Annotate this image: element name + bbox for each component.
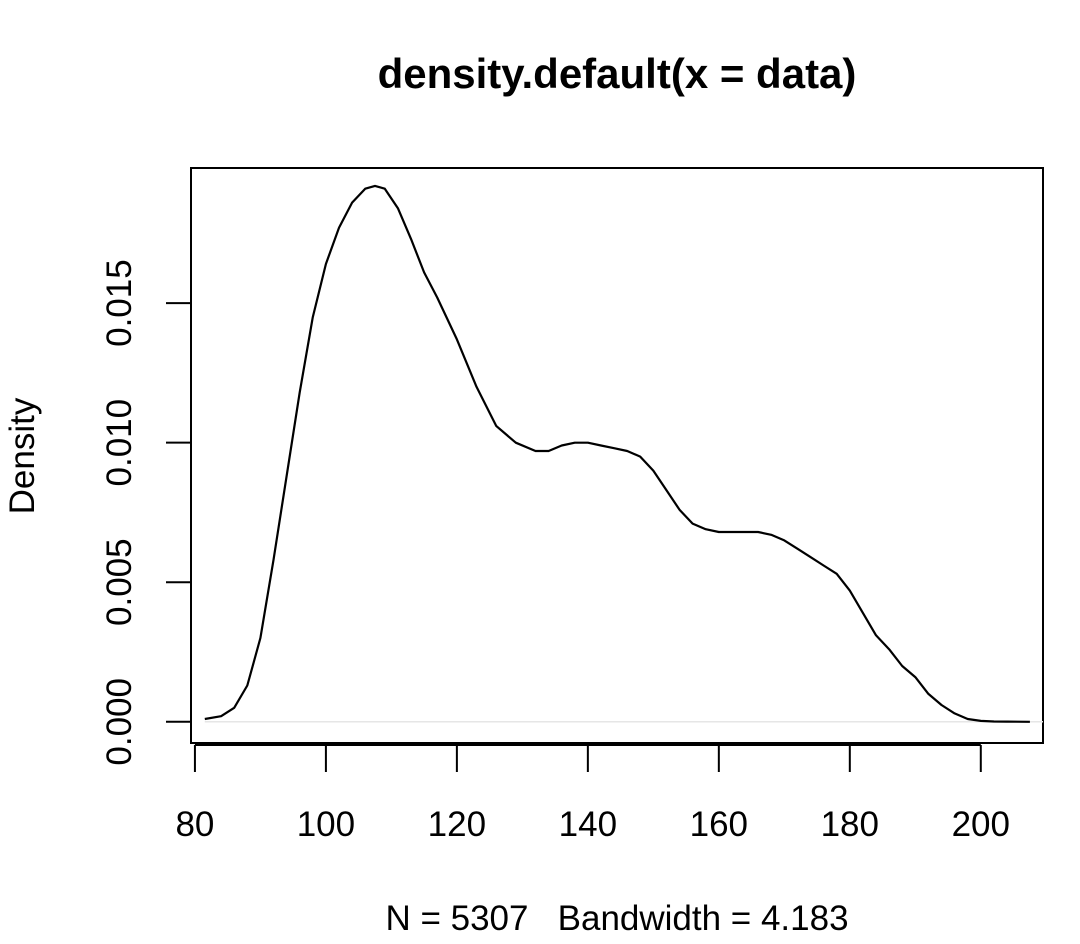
x-tick-label: 100 [297, 805, 355, 844]
y-tick-label: 0.010 [100, 399, 139, 487]
chart-title: density.default(x = data) [378, 50, 857, 97]
x-tick-label: 160 [690, 805, 748, 844]
x-tick-label: 80 [175, 805, 214, 844]
x-tick-label: 200 [952, 805, 1010, 844]
plot-frame [190, 167, 1044, 744]
x-tick-label: 120 [428, 805, 486, 844]
density-curve [204, 184, 1030, 723]
x-tick-label: 180 [821, 805, 879, 844]
y-tick-label: 0.000 [100, 678, 139, 766]
x-axis: 80 100 120 140 160 180 200 [175, 744, 1010, 844]
x-tick-label: 140 [559, 805, 617, 844]
x-axis-label: N = 5307 Bandwidth = 4.183 [385, 899, 848, 938]
y-tick-label: 0.015 [100, 259, 139, 347]
y-axis: 0.000 0.005 0.010 0.015 [100, 259, 192, 766]
y-axis-label: Density [3, 397, 42, 514]
y-tick-label: 0.005 [100, 538, 139, 626]
